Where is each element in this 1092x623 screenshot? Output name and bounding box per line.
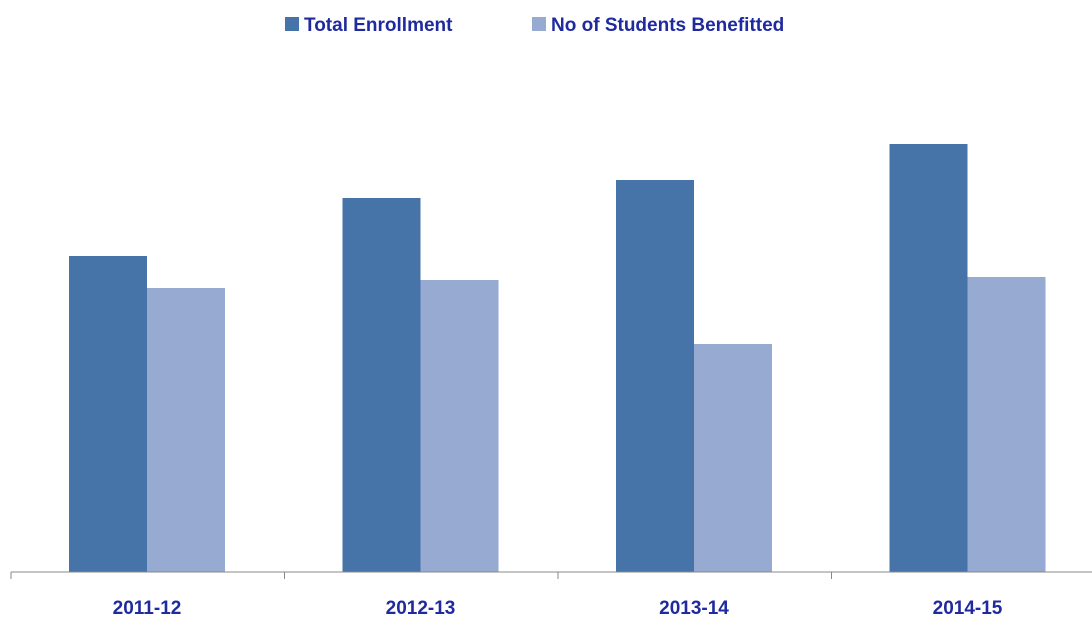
x-axis <box>10 571 1092 579</box>
legend-swatch-total-enrollment <box>285 17 299 31</box>
x-tick-label: 2011-12 <box>113 598 182 619</box>
legend-swatch-students-benefitted <box>532 17 546 31</box>
bar-total-enrollment-2014-15 <box>889 144 968 572</box>
x-tick-label: 2014-15 <box>933 598 1003 619</box>
bar-total-enrollment-2013-14 <box>616 180 694 572</box>
legend-label-students-benefitted: No of Students Benefitted <box>551 15 784 36</box>
legend: Total Enrollment No of Students Benefitt… <box>285 15 784 36</box>
x-tick-labels: 2011-12 2012-13 2013-14 2014-15 <box>113 598 1003 619</box>
x-tick-label: 2012-13 <box>386 598 456 619</box>
bars <box>69 144 1046 572</box>
bar-students-benefitted-2013-14 <box>694 344 772 572</box>
bar-students-benefitted-2012-13 <box>420 280 499 572</box>
bar-total-enrollment-2012-13 <box>342 198 421 572</box>
legend-label-total-enrollment: Total Enrollment <box>304 15 453 36</box>
bar-students-benefitted-2011-12 <box>147 288 225 572</box>
bar-total-enrollment-2011-12 <box>69 256 147 572</box>
x-tick-label: 2013-14 <box>659 598 729 619</box>
bar-students-benefitted-2014-15 <box>967 277 1046 572</box>
